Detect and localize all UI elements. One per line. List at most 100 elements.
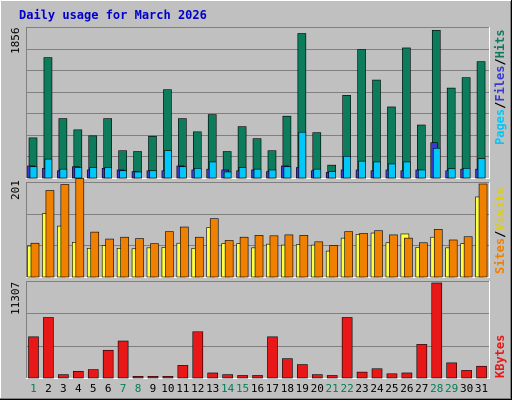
hits-bar: [357, 49, 366, 179]
top-legend: Pages/Files/Hits: [493, 29, 507, 145]
day-label: 24: [370, 382, 384, 395]
files-bar: [149, 170, 157, 179]
hits-bar: [461, 77, 471, 179]
kbytes-bar: [237, 375, 248, 379]
files-bar: [253, 168, 262, 179]
sites-bar: [135, 238, 144, 278]
day-label: 4: [75, 382, 82, 395]
bottom-ymax-label: 11307: [9, 282, 22, 315]
day-label: 6: [105, 382, 112, 395]
files-bar: [388, 163, 396, 179]
files-bar: [268, 169, 277, 179]
kbytes-bar: [147, 376, 159, 379]
bottom-panel: [26, 281, 490, 379]
day-label: 19: [296, 382, 309, 395]
kbytes-bar: [326, 375, 338, 379]
files-bar: [179, 166, 187, 179]
sites-bar: [45, 190, 55, 278]
kbytes-bar: [132, 376, 144, 379]
day-label: 9: [150, 382, 157, 395]
day-label: 7: [120, 382, 127, 395]
kbytes-bar: [371, 368, 383, 379]
legend-sep-1: /: [493, 102, 507, 109]
legend-sep-2: /: [493, 58, 507, 65]
middle-ymax-label: 201: [9, 180, 22, 200]
kbytes-bar: [73, 370, 84, 379]
files-bar: [193, 168, 202, 179]
kbytes-bar: [162, 376, 174, 379]
files-bar: [298, 131, 307, 179]
kbytes-bar: [192, 331, 204, 379]
day-label: 21: [326, 382, 339, 395]
hits-bar: [402, 47, 411, 179]
files-bar: [447, 168, 456, 179]
files-bar: [418, 169, 426, 179]
files-bar: [223, 171, 232, 179]
legend-hits: Hits: [493, 29, 507, 58]
kbytes-bar: [401, 372, 413, 379]
kbytes-bar: [282, 358, 293, 379]
day-label: 31: [475, 382, 488, 395]
day-label: 14: [221, 382, 235, 395]
day-label: 29: [445, 382, 458, 395]
files-bar: [462, 168, 471, 179]
chart-title: Daily usage for March 2026: [19, 8, 207, 22]
sites-bar: [344, 231, 353, 278]
kbytes-bar: [222, 374, 233, 379]
kbytes-bar: [356, 371, 368, 379]
hits-bar: [446, 87, 456, 179]
day-label: 30: [460, 382, 473, 395]
top-panel: [26, 27, 490, 179]
day-label: 22: [340, 382, 353, 395]
kbytes-bar: [43, 317, 54, 379]
day-label: 5: [90, 382, 97, 395]
day-label: 13: [206, 382, 219, 395]
day-label: 15: [236, 382, 249, 395]
day-label: 17: [266, 382, 279, 395]
day-label: 1: [30, 382, 37, 395]
files-bar: [238, 167, 247, 179]
kbytes-bar: [431, 282, 443, 379]
legend-pages: Pages: [493, 109, 507, 145]
panels-layer: [26, 27, 490, 379]
kbytes-bar: [102, 349, 114, 379]
kbytes-bar: [461, 370, 472, 379]
legend-kbytes: KBytes: [493, 335, 507, 378]
sites-bar: [284, 234, 294, 278]
day-label: 16: [251, 382, 264, 395]
day-label: 8: [135, 382, 142, 395]
sites-bar: [389, 234, 398, 278]
top-ymax-label: 1856: [9, 28, 22, 55]
middle-legend: Sites/Visits: [493, 187, 507, 274]
kbytes-bar: [252, 375, 263, 379]
files-bar: [313, 168, 322, 179]
files-bar: [343, 156, 351, 179]
day-label: 26: [400, 382, 413, 395]
sites-bar: [90, 231, 100, 278]
sites-bar: [329, 245, 339, 278]
legend-files: Files: [493, 66, 507, 102]
files-bar: [104, 167, 112, 179]
sites-bar: [150, 243, 159, 278]
kbytes-bar: [87, 369, 99, 379]
kbytes-bar: [341, 317, 353, 379]
day-labels: 1 2 3 4 5 6 7 8 9 10 11 12 13 14 15 16 17 18 19 20 21 22 23 24 2…: [30, 382, 488, 395]
files-bar: [432, 147, 441, 179]
sites-bar: [404, 237, 413, 278]
files-bar: [89, 167, 98, 179]
kbytes-bar: [207, 372, 219, 379]
day-label: 25: [385, 382, 398, 395]
sites-bar: [359, 233, 368, 278]
day-label: 2: [45, 382, 52, 395]
sites-bar: [75, 178, 85, 278]
day-label: 12: [191, 382, 204, 395]
legend-visits: Visits: [493, 187, 507, 230]
sites-bar: [30, 242, 40, 278]
day-label: 18: [281, 382, 294, 395]
files-bar: [29, 166, 38, 179]
legend-sep-3: /: [493, 231, 507, 238]
files-bar: [403, 161, 411, 179]
middle-panel: [26, 178, 490, 278]
sites-bar: [239, 236, 249, 278]
